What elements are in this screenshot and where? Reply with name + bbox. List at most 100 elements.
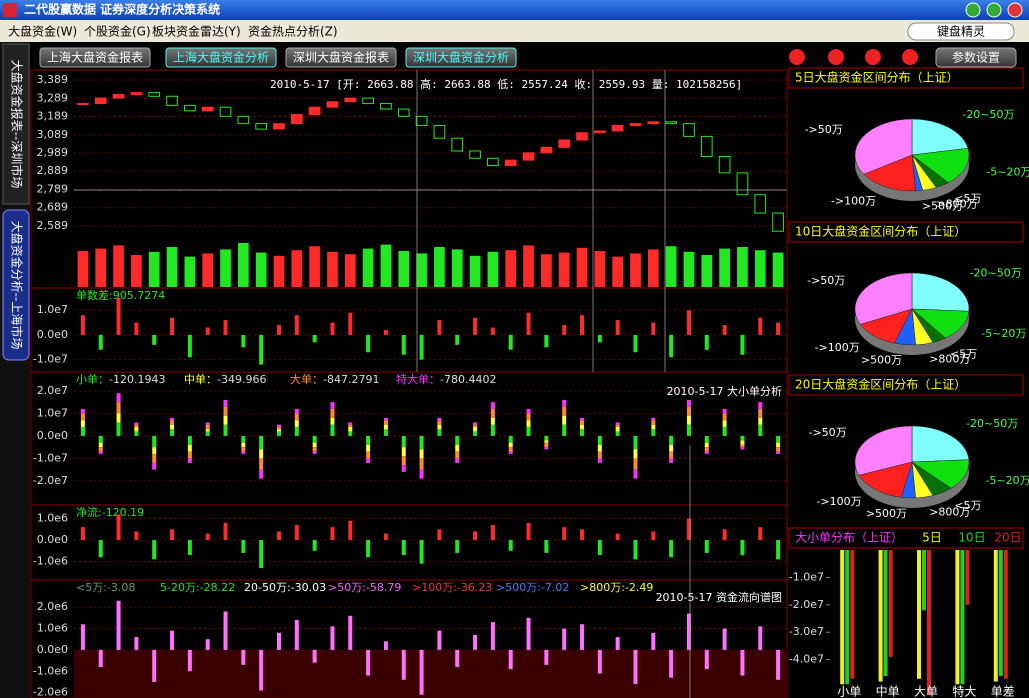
- side-tab[interactable]: [2, 209, 30, 361]
- bar-segment: [312, 435, 317, 443]
- candle: [558, 139, 571, 148]
- minimize-button[interactable]: [965, 2, 981, 18]
- toolbar-tab-label[interactable]: 上海大盘资金分析: [173, 50, 269, 65]
- bar-segment: [615, 424, 620, 427]
- menu-item[interactable]: 个股资金(G): [84, 24, 151, 39]
- window-title: 二代股赢数据 证券深度分析决策系统: [24, 2, 220, 17]
- y-tick-label: 1.0e6: [37, 622, 68, 635]
- keyboard-button[interactable]: [907, 22, 1015, 41]
- settings-label[interactable]: 参数设置: [952, 50, 1000, 65]
- bar: [758, 626, 763, 650]
- toolbar-tab[interactable]: [285, 47, 397, 68]
- y-tick-label: -1.0e7: [789, 570, 824, 583]
- bar-segment: [170, 424, 175, 430]
- pie-label: >800万: [929, 506, 970, 519]
- x-tick-label: 小单: [837, 685, 861, 698]
- prev-icon[interactable]: [789, 49, 805, 65]
- bar-segment: [98, 451, 103, 454]
- toolbar-tab[interactable]: [165, 47, 277, 68]
- bar-segment: [758, 402, 763, 409]
- bar-segment: [455, 444, 460, 452]
- y-tick-label: 2,989: [37, 146, 69, 159]
- bar-segment: [686, 424, 691, 436]
- bar-segment: [526, 413, 531, 421]
- legend-value: -7.02: [541, 581, 569, 594]
- bar: [960, 550, 965, 685]
- bar-segment: [312, 447, 317, 452]
- bar-segment: [276, 431, 281, 436]
- bar: [633, 334, 638, 353]
- bar-segment: [348, 431, 353, 436]
- bar-segment: [116, 422, 121, 436]
- bar: [526, 617, 531, 650]
- period-tab[interactable]: 5日: [922, 531, 942, 545]
- bar: [597, 334, 602, 343]
- zoom-in-icon[interactable]: [865, 49, 881, 65]
- side-tab-label[interactable]: 大盘资金分析--上海市场: [10, 221, 25, 350]
- bar: [993, 550, 998, 682]
- bar: [490, 327, 495, 335]
- toolbar-tab-label[interactable]: 上海大盘资金报表: [47, 50, 143, 65]
- bar: [98, 334, 103, 350]
- pie-slice: [911, 272, 970, 312]
- legend-value: -30.03: [291, 581, 326, 594]
- bar-segment: [597, 451, 602, 459]
- toolbar-tab-label[interactable]: 深圳大盘资金报表: [293, 50, 389, 65]
- menu-item[interactable]: 资金热点分析(Z): [248, 24, 338, 39]
- side-tab[interactable]: [2, 43, 30, 205]
- bar-segment: [223, 406, 228, 416]
- bar: [473, 531, 478, 541]
- y-tick-label: -3.0e7: [789, 625, 824, 638]
- period-tab[interactable]: 10日: [958, 531, 985, 545]
- menu-item[interactable]: 大盘资金(W): [8, 24, 77, 39]
- bar: [383, 641, 388, 650]
- bar: [383, 533, 388, 541]
- pie-label: >500万: [866, 507, 907, 520]
- legend-item: 单数差:905.7274: [76, 288, 165, 302]
- volume-bar: [737, 247, 748, 287]
- legend-item: 净流:-120.19: [76, 505, 144, 519]
- legend-item: >100万:-36.23: [412, 581, 492, 594]
- toolbar-tab[interactable]: [405, 47, 517, 68]
- candle: [487, 157, 499, 167]
- volume-bar: [451, 249, 463, 287]
- toolbar-tab-label[interactable]: 深圳大盘资金分析: [413, 50, 509, 65]
- menu-item[interactable]: 板块资金雷达(Y): [152, 24, 241, 39]
- bar-segment: [508, 451, 513, 454]
- period-tab[interactable]: 20日: [994, 531, 1021, 545]
- y-tick-label: 0.0e0: [37, 429, 68, 442]
- bar-segment: [276, 426, 281, 430]
- bar: [562, 325, 567, 335]
- volume-bar: [77, 251, 89, 287]
- bar-segment: [170, 429, 175, 436]
- candle: [629, 123, 642, 126]
- keyboard-button-label[interactable]: 键盘精灵: [937, 24, 985, 39]
- candle: [112, 93, 125, 99]
- maximize-button[interactable]: [986, 2, 1002, 18]
- legend-name: >800万:: [580, 581, 625, 594]
- candle: [326, 101, 339, 108]
- toolbar-tab[interactable]: [39, 47, 151, 68]
- bar: [544, 540, 549, 553]
- bar-segment: [348, 426, 353, 432]
- settings-button[interactable]: [935, 47, 1017, 68]
- bar-segment: [562, 399, 567, 407]
- y-tick-label: -1.0e6: [33, 664, 68, 677]
- bar: [116, 297, 121, 335]
- volume-bar: [630, 253, 641, 287]
- bar-segment: [401, 456, 406, 466]
- x-tick-label: 特大: [952, 684, 976, 698]
- bar: [580, 529, 585, 541]
- pie-slice: [863, 154, 916, 192]
- bar: [205, 327, 210, 335]
- close-button[interactable]: [1007, 2, 1023, 18]
- zoom-out-icon[interactable]: [902, 49, 918, 65]
- bar-segment: [205, 431, 210, 436]
- bar-segment: [276, 429, 281, 432]
- next-icon[interactable]: [828, 49, 844, 65]
- side-tab-label[interactable]: 大盘资金报表--深圳市场: [10, 60, 25, 189]
- bar-segment: [490, 424, 495, 436]
- bar: [955, 550, 960, 685]
- x-tick-label: 中单: [876, 684, 900, 698]
